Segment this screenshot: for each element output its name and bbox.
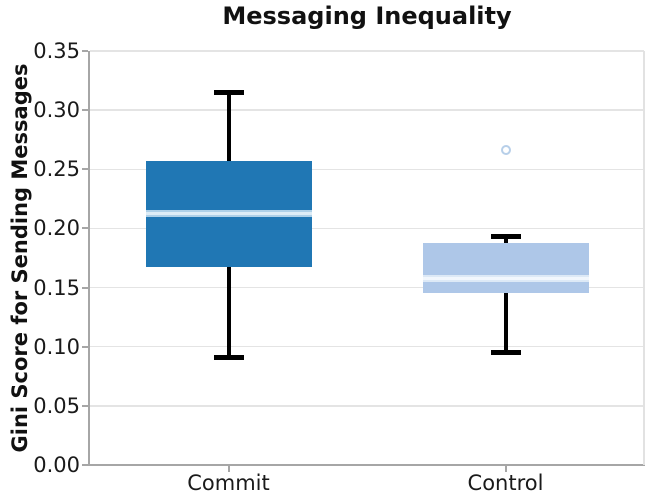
y-tick-mark xyxy=(82,464,88,466)
y-tick-mark xyxy=(82,404,88,407)
whisker-cap-top-control xyxy=(490,234,521,240)
whisker-cap-bottom-commit xyxy=(213,354,244,360)
y-tick-label: 0.35 xyxy=(33,39,80,63)
x-tick-mark xyxy=(504,466,507,472)
gridline xyxy=(90,50,644,52)
y-tick-label: 0.15 xyxy=(33,275,80,300)
y-tick-label: 0.05 xyxy=(33,393,80,418)
y-tick-label: 0.10 xyxy=(33,334,80,359)
y-tick-label: 0.00 xyxy=(33,453,80,477)
outlier-point-control xyxy=(500,145,511,156)
y-tick-mark xyxy=(82,345,88,348)
y-tick-mark xyxy=(82,286,88,289)
y-axis-line xyxy=(88,51,90,466)
x-axis-line xyxy=(88,464,645,466)
gridline xyxy=(90,109,644,111)
plot-frame-right xyxy=(643,51,645,465)
x-tick-label: Control xyxy=(467,471,544,495)
box-control xyxy=(422,242,589,294)
gridline xyxy=(90,286,644,289)
gridline xyxy=(90,168,644,170)
y-tick-label: 0.20 xyxy=(33,216,80,241)
x-tick-mark xyxy=(227,466,230,472)
y-tick-mark xyxy=(82,109,88,112)
whisker-cap-top-commit xyxy=(213,89,244,95)
y-tick-mark xyxy=(82,168,88,171)
gridline xyxy=(90,227,644,230)
gridline xyxy=(90,405,644,407)
whisker-cap-bottom-control xyxy=(490,350,521,356)
y-tick-label: 0.25 xyxy=(33,157,80,182)
median-line-control xyxy=(422,274,589,282)
median-line-commit xyxy=(145,209,312,217)
whisker-line-control xyxy=(503,236,508,353)
chart-title: Messaging Inequality xyxy=(222,2,512,30)
y-tick-mark xyxy=(82,50,88,52)
gridline xyxy=(90,346,644,348)
x-tick-label: Commit xyxy=(187,471,270,495)
y-tick-mark xyxy=(82,227,88,230)
plot-area xyxy=(90,50,644,465)
y-tick-label: 0.30 xyxy=(33,98,80,123)
